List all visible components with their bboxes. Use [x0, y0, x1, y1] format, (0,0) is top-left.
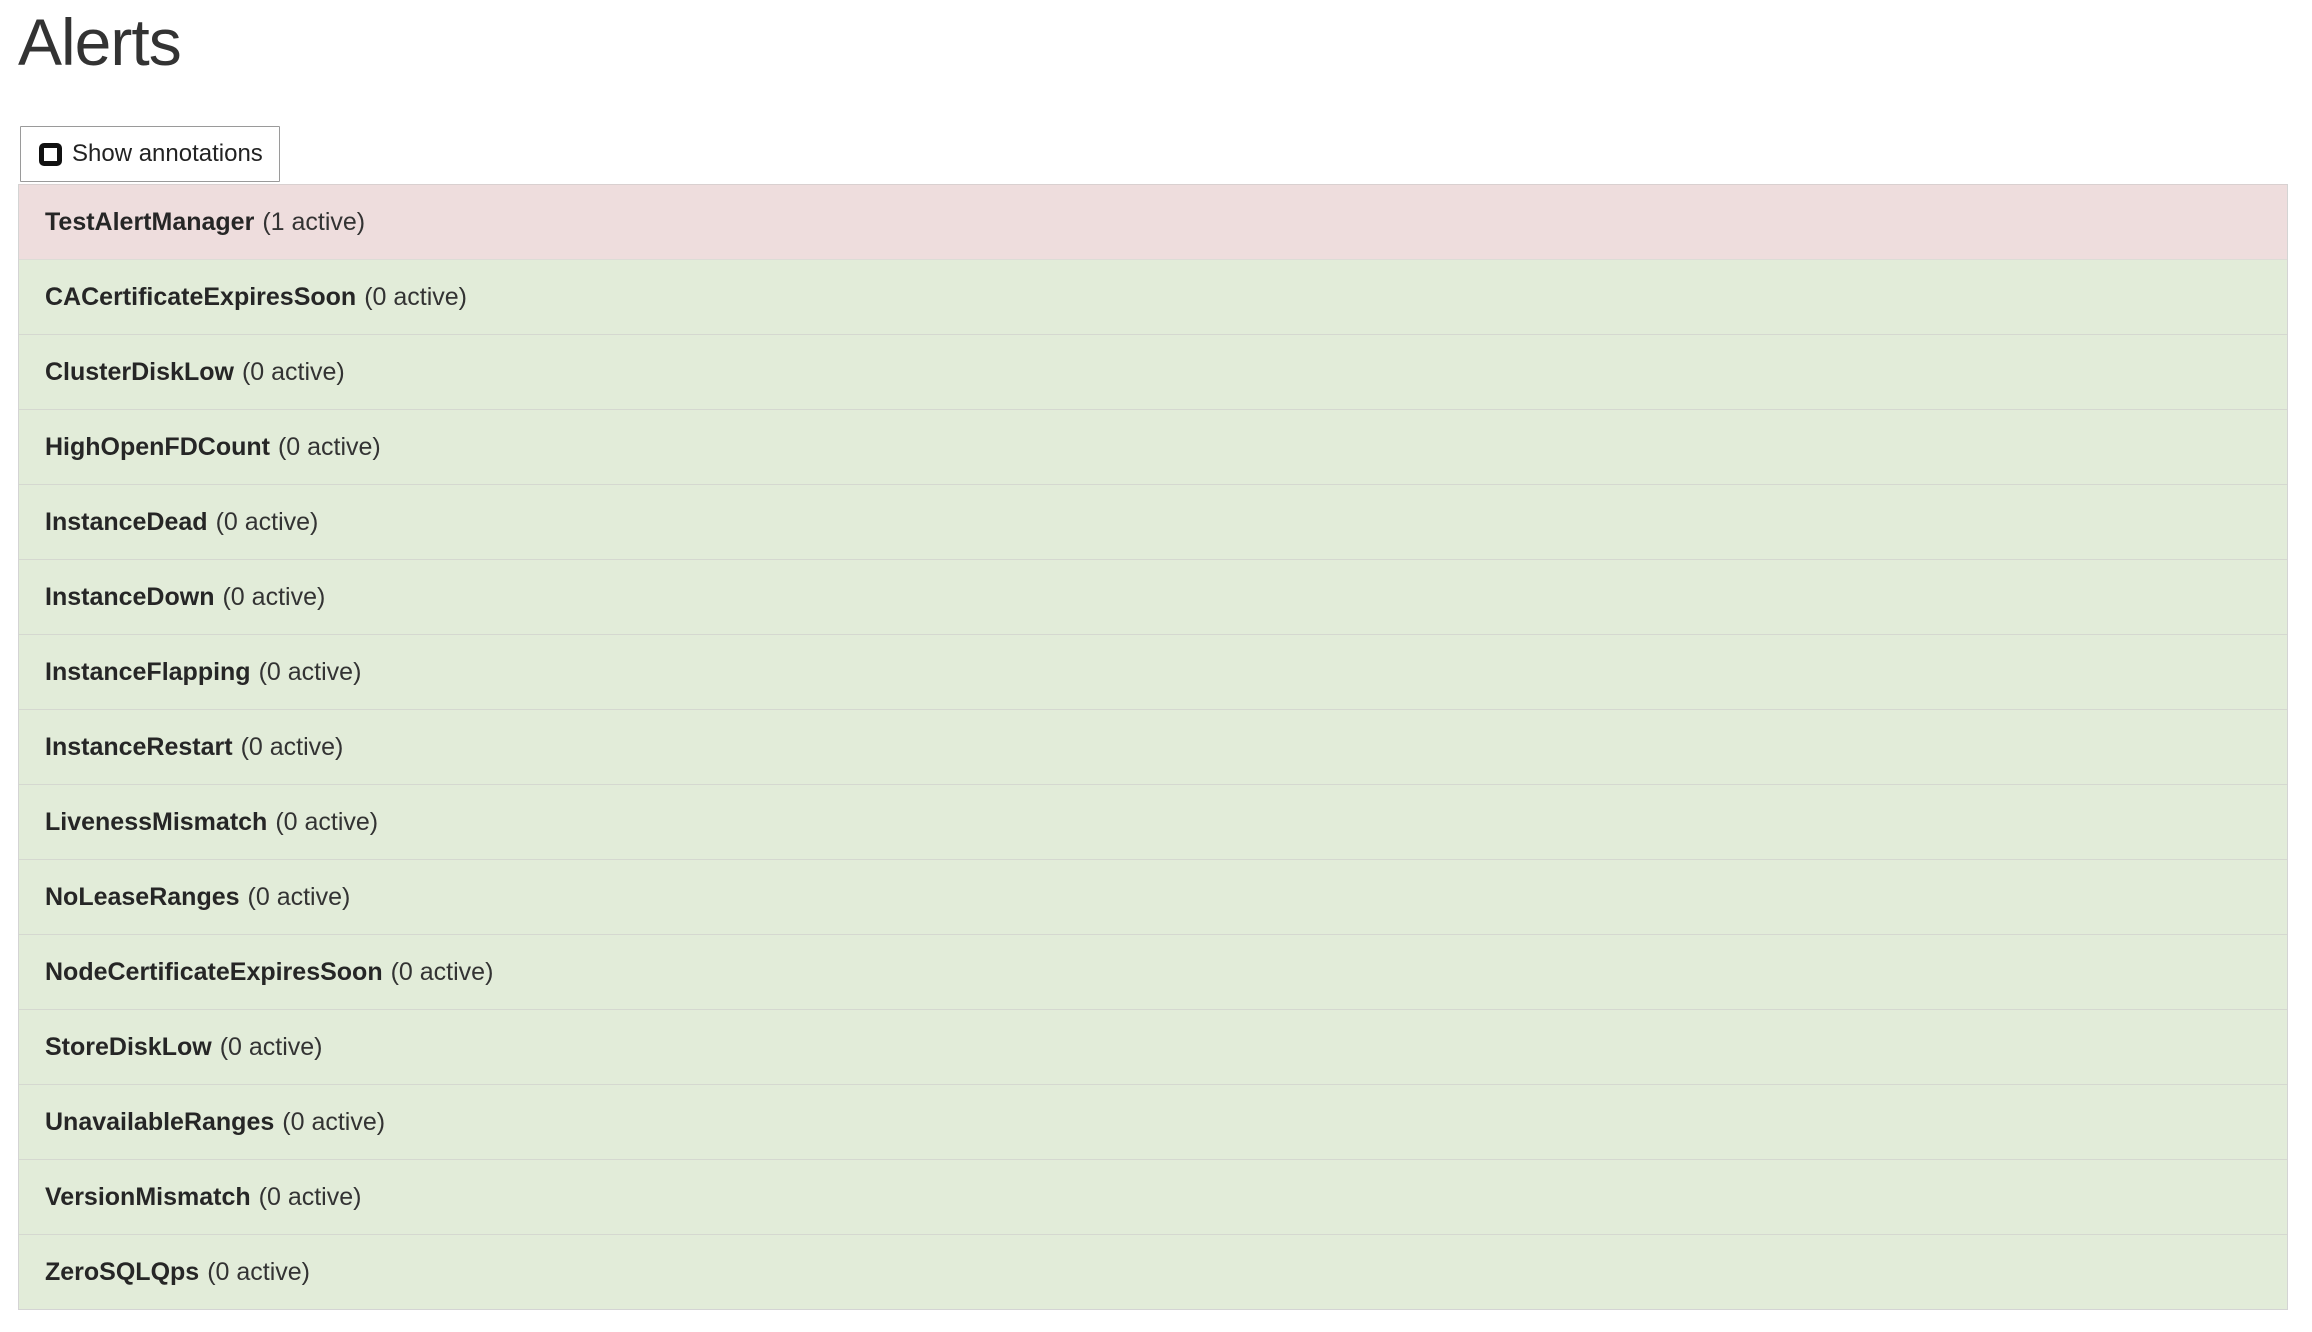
page-title: Alerts	[18, 5, 182, 79]
alert-active-count: (0 active)	[207, 1257, 310, 1286]
alert-active-count: (0 active)	[275, 807, 379, 836]
alert-name: LivenessMismatch	[45, 807, 268, 836]
alert-row[interactable]: LivenessMismatch (0 active)	[19, 784, 2287, 859]
alert-name: UnavailableRanges	[45, 1107, 275, 1136]
unchecked-checkbox-icon	[39, 142, 62, 166]
alert-active-count: (0 active)	[219, 1032, 323, 1061]
alert-row[interactable]: TestAlertManager (1 active)	[19, 184, 2287, 259]
alert-row[interactable]: InstanceFlapping (0 active)	[19, 634, 2287, 709]
alert-active-count: (1 active)	[262, 207, 366, 236]
alert-active-count: (0 active)	[258, 657, 362, 686]
alert-row[interactable]: HighOpenFDCount (0 active)	[19, 409, 2287, 484]
alert-active-count: (0 active)	[247, 882, 351, 911]
alert-name: ZeroSQLQps	[45, 1257, 200, 1286]
alert-row[interactable]: InstanceDown (0 active)	[19, 559, 2287, 634]
alert-name: InstanceDead	[45, 507, 208, 536]
alert-row[interactable]: VersionMismatch (0 active)	[19, 1159, 2287, 1234]
show-annotations-button[interactable]: Show annotations	[20, 126, 280, 182]
alert-active-count: (0 active)	[277, 432, 381, 461]
alert-row[interactable]: ZeroSQLQps (0 active)	[19, 1234, 2287, 1309]
alert-list: TestAlertManager (1 active) CACertificateE…	[18, 184, 2288, 1310]
alert-row[interactable]: CACertificateExpiresSoon (0 active)	[19, 259, 2287, 334]
alert-active-count: (0 active)	[364, 282, 468, 311]
alert-row[interactable]: ClusterDiskLow (0 active)	[19, 334, 2287, 409]
alert-name: NoLeaseRanges	[45, 882, 240, 911]
alert-active-count: (0 active)	[240, 732, 344, 761]
alert-row[interactable]: NoLeaseRanges (0 active)	[19, 859, 2287, 934]
alert-active-count: (0 active)	[390, 957, 494, 986]
alert-name: StoreDiskLow	[45, 1032, 212, 1061]
alert-active-count: (0 active)	[258, 1182, 362, 1211]
alert-name: NodeCertificateExpiresSoon	[45, 957, 383, 986]
alert-name: InstanceFlapping	[45, 657, 251, 686]
alert-row[interactable]: UnavailableRanges (0 active)	[19, 1084, 2287, 1159]
alert-name: HighOpenFDCount	[45, 432, 270, 461]
show-annotations-label: Show annotations	[72, 140, 263, 167]
alert-name: ClusterDiskLow	[45, 357, 234, 386]
alert-active-count: (0 active)	[241, 357, 345, 386]
alert-active-count: (0 active)	[215, 507, 319, 536]
alert-row[interactable]: StoreDiskLow (0 active)	[19, 1009, 2287, 1084]
alert-row[interactable]: InstanceRestart (0 active)	[19, 709, 2287, 784]
alert-name: InstanceDown	[45, 582, 215, 611]
alert-name: TestAlertManager	[45, 207, 255, 236]
alert-active-count: (0 active)	[222, 582, 326, 611]
toolbar: Show annotations	[20, 126, 280, 182]
alert-row[interactable]: NodeCertificateExpiresSoon (0 active)	[19, 934, 2287, 1009]
alert-name: VersionMismatch	[45, 1182, 251, 1211]
alert-name: InstanceRestart	[45, 732, 233, 761]
alert-row[interactable]: InstanceDead (0 active)	[19, 484, 2287, 559]
alert-active-count: (0 active)	[282, 1107, 386, 1136]
alert-name: CACertificateExpiresSoon	[45, 282, 357, 311]
